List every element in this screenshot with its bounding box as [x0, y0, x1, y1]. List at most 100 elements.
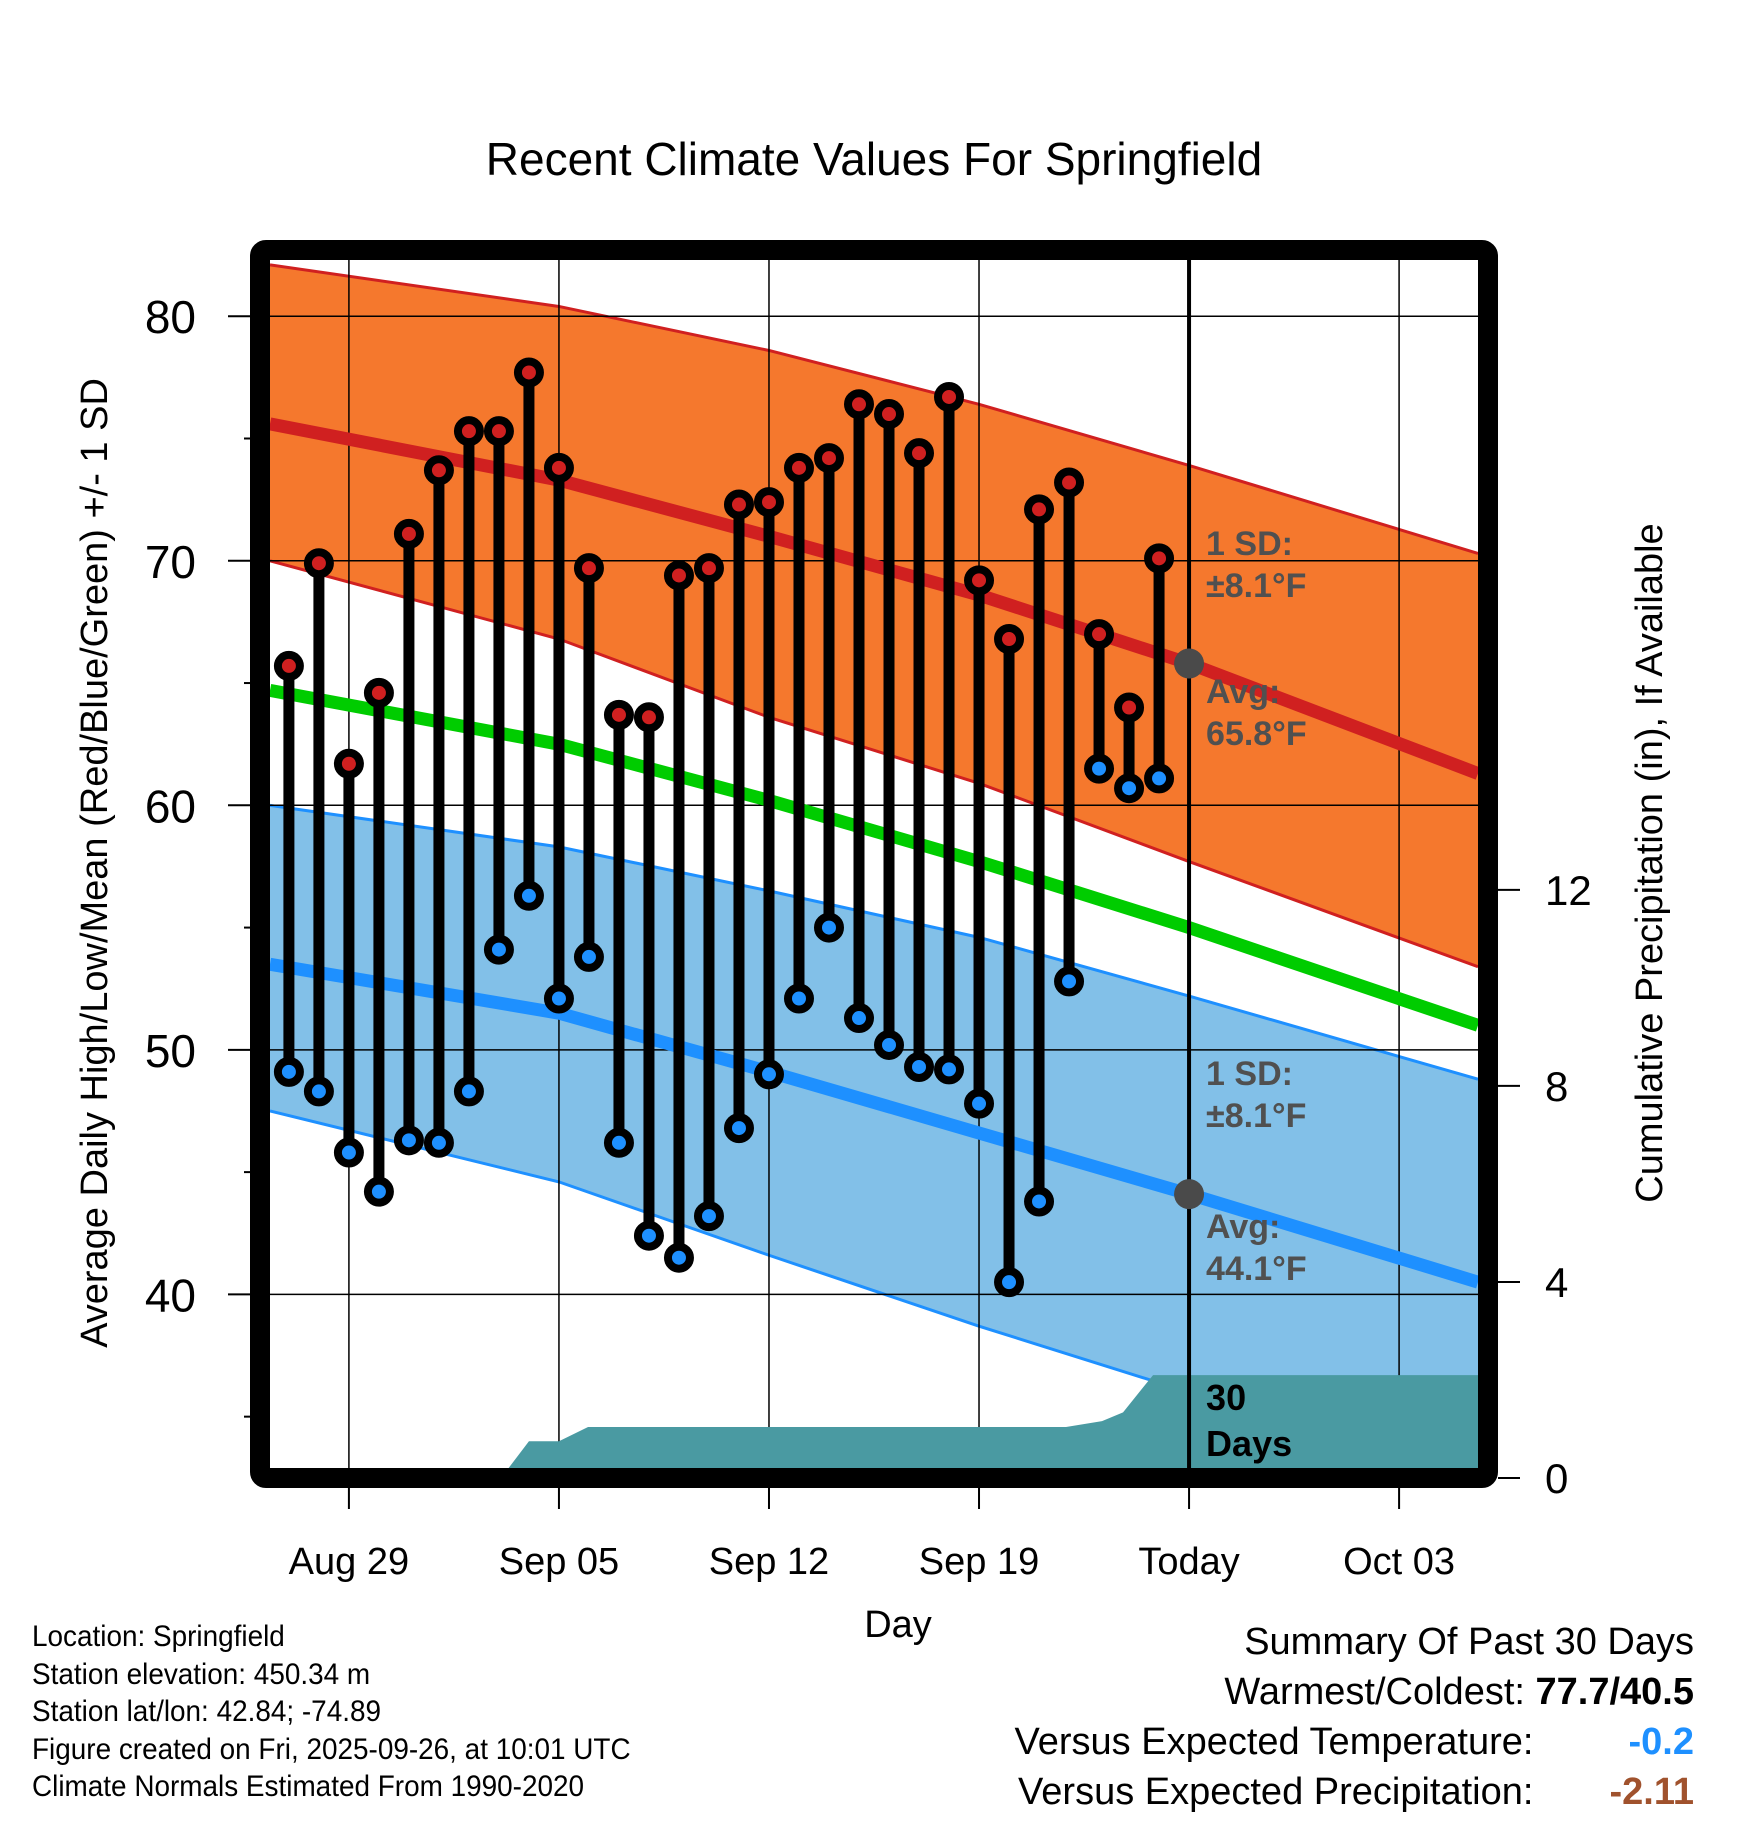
y-tick-label: 60	[145, 780, 196, 832]
daily-low-point	[573, 941, 604, 972]
low-sd-label: 1 SD:	[1206, 1055, 1293, 1093]
y-tick-label: 40	[145, 1269, 196, 1321]
daily-high-point	[1054, 467, 1085, 498]
daily-high-point	[393, 518, 424, 549]
daily-low-point	[633, 1220, 664, 1251]
high-sd-band-lower-edge	[270, 559, 1478, 969]
high-sd-band	[270, 264, 1478, 967]
daily-low-point	[753, 1059, 784, 1090]
daily-high-point	[693, 553, 724, 584]
y2-tick-label: 0	[1545, 1455, 1568, 1502]
daily-low-point	[843, 1003, 874, 1034]
daily-high-point	[904, 438, 935, 469]
high-sd-label: 1 SD:	[1206, 525, 1293, 563]
low-avg-value: 44.1°F	[1206, 1250, 1307, 1288]
precip-vs-expected-row: Versus Expected Precipitation: -2.11	[1015, 1767, 1694, 1817]
window-days-label: Days	[1206, 1423, 1292, 1464]
daily-high-point	[1144, 543, 1175, 574]
daily-high-point	[1084, 619, 1115, 650]
daily-high-point	[573, 553, 604, 584]
daily-low-point	[363, 1176, 394, 1207]
temp-vs-expected-value: -0.2	[1628, 1721, 1694, 1763]
y-axis-label: Average Daily High/Low/Mean (Red/Blue/Gr…	[74, 378, 116, 1348]
x-tick-label: Today	[1138, 1541, 1239, 1583]
high-sd-band-upper-edge	[270, 263, 1478, 555]
daily-high-point	[783, 452, 814, 483]
daily-low-point	[483, 934, 514, 965]
x-tick-label: Aug 29	[289, 1541, 409, 1583]
high-sd-value: ±8.1°F	[1206, 567, 1306, 605]
daily-high-point	[663, 560, 694, 591]
daily-low-point	[513, 880, 544, 911]
daily-high-point	[483, 416, 514, 447]
daily-high-point	[813, 443, 844, 474]
y2-tick-label: 12	[1545, 867, 1592, 914]
chart-title: Recent Climate Values For Springfield	[485, 133, 1263, 185]
daily-high-point	[423, 455, 454, 486]
daily-high-point	[723, 489, 754, 520]
daily-low-point	[603, 1127, 634, 1158]
precip-vs-expected-label: Versus Expected Precipitation:	[1018, 1771, 1534, 1813]
warmest-coldest-label: Warmest/Coldest:	[1224, 1671, 1525, 1713]
station-metadata: Location: Springfield Station elevation:…	[32, 1618, 631, 1806]
daily-low-point	[964, 1088, 995, 1119]
daily-high-point	[843, 389, 874, 420]
low-sd-band-upper-edge	[270, 803, 1478, 1081]
x-tick-label: Sep 19	[919, 1541, 1039, 1583]
low-avg-label: Avg:	[1206, 1208, 1280, 1246]
daily-low-point	[1024, 1186, 1055, 1217]
daily-low-point	[904, 1051, 935, 1082]
y2-axis-label: Cumulative Precipitation (in), If Availa…	[1629, 523, 1671, 1202]
y-tick-label: 80	[145, 291, 196, 343]
daily-low-point	[423, 1127, 454, 1158]
today-low-avg-marker	[1174, 1179, 1205, 1210]
high-avg-line	[270, 417, 1478, 780]
summary-heading: Summary Of Past 30 Days	[1244, 1621, 1694, 1663]
daily-low-point	[303, 1076, 334, 1107]
daily-low-point	[1144, 763, 1175, 794]
daily-high-point	[964, 565, 995, 596]
created-text: Figure created on Fri, 2025-09-26, at 10…	[32, 1732, 631, 1766]
daily-low-point	[1084, 753, 1115, 784]
daily-low-point	[393, 1125, 424, 1156]
normals-text: Climate Normals Estimated From 1990-2020	[32, 1770, 585, 1803]
low-avg-line	[270, 957, 1478, 1289]
y2-tick-label: 8	[1545, 1063, 1568, 1110]
daily-high-point	[303, 548, 334, 579]
daily-low-point	[1114, 773, 1145, 804]
temp-vs-expected-label: Versus Expected Temperature:	[1014, 1721, 1534, 1763]
daily-high-point	[1114, 692, 1145, 723]
daily-low-point	[273, 1056, 304, 1087]
warmest-coldest-row: Warmest/Coldest: 77.7/40.5	[1015, 1667, 1694, 1717]
precip-vs-expected-value: -2.11	[1609, 1771, 1694, 1813]
y-tick-label: 50	[145, 1025, 196, 1077]
daily-high-point	[453, 416, 484, 447]
mean-line	[270, 683, 1478, 1032]
daily-low-point	[1054, 966, 1085, 997]
temp-vs-expected-row: Versus Expected Temperature: -0.2	[1015, 1717, 1694, 1767]
x-tick-label: Oct 03	[1343, 1541, 1455, 1583]
daily-high-point	[363, 677, 394, 708]
location-text: Location: Springfield	[32, 1620, 285, 1653]
warmest-coldest-value: 77.7/40.5	[1535, 1671, 1694, 1713]
daily-low-point	[693, 1201, 724, 1232]
daily-high-point	[753, 487, 784, 518]
daily-low-point	[453, 1076, 484, 1107]
summary-panel: Summary Of Past 30 Days Warmest/Coldest:…	[1015, 1617, 1694, 1817]
elevation-text: Station elevation: 450.34 m	[32, 1657, 371, 1691]
daily-high-point	[603, 699, 634, 730]
today-high-avg-marker	[1174, 648, 1205, 679]
daily-low-point	[723, 1113, 754, 1144]
low-sd-band	[270, 805, 1478, 1468]
x-axis-label: Day	[864, 1604, 932, 1646]
daily-high-point	[633, 702, 664, 733]
daily-low-point	[333, 1137, 364, 1168]
daily-high-point	[874, 399, 905, 430]
latlon-text: Station lat/lon: 42.84; -74.89	[32, 1695, 381, 1728]
daily-high-point	[513, 357, 544, 388]
window-days-number: 30	[1206, 1377, 1246, 1418]
precip-area	[508, 1375, 1478, 1468]
daily-low-point	[663, 1242, 694, 1273]
daily-low-point	[934, 1054, 965, 1085]
